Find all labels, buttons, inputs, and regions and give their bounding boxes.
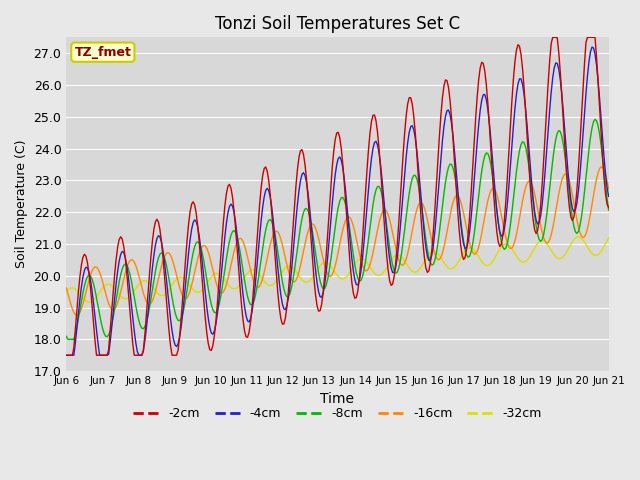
Y-axis label: Soil Temperature (C): Soil Temperature (C) [15, 140, 28, 268]
X-axis label: Time: Time [321, 392, 355, 406]
Text: TZ_fmet: TZ_fmet [74, 46, 131, 59]
Title: Tonzi Soil Temperatures Set C: Tonzi Soil Temperatures Set C [215, 15, 460, 33]
Legend: -2cm, -4cm, -8cm, -16cm, -32cm: -2cm, -4cm, -8cm, -16cm, -32cm [128, 402, 547, 425]
